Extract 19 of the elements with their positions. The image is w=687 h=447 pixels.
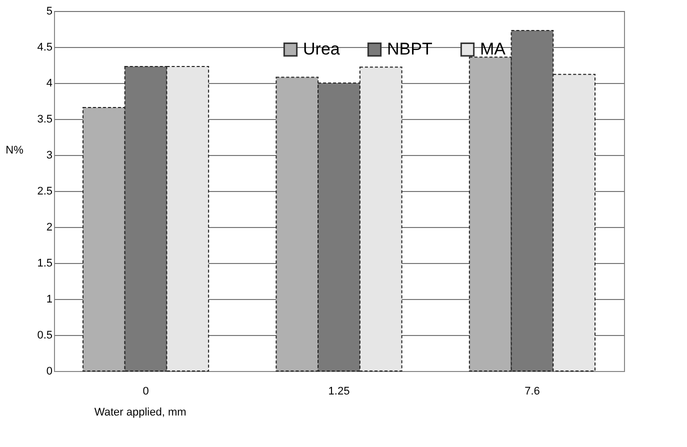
- y-tick-label: 3.5: [37, 114, 52, 126]
- y-tick-label: 5: [46, 6, 52, 18]
- y-tick-label: 0.5: [37, 330, 52, 342]
- legend-label: Urea: [303, 40, 340, 59]
- legend-label: MA: [480, 40, 506, 59]
- x-tick-label: 0: [142, 386, 149, 398]
- x-tick-label: 7.6: [524, 386, 540, 398]
- y-tick-label: 1: [46, 294, 52, 306]
- y-tick-label: 2.5: [37, 186, 52, 198]
- legend-label: NBPT: [387, 40, 432, 59]
- y-tick-label: 3: [46, 150, 52, 162]
- y-tick-label: 2: [46, 222, 52, 234]
- x-tick-label: 1.25: [328, 386, 350, 398]
- y-tick-label: 0: [46, 366, 52, 378]
- y-axis-title: N%: [6, 144, 24, 156]
- y-tick-label: 4: [46, 78, 52, 90]
- y-tick-label: 4.5: [37, 42, 52, 54]
- x-axis-title: Water applied, mm: [94, 406, 186, 418]
- y-tick-label: 1.5: [37, 258, 52, 270]
